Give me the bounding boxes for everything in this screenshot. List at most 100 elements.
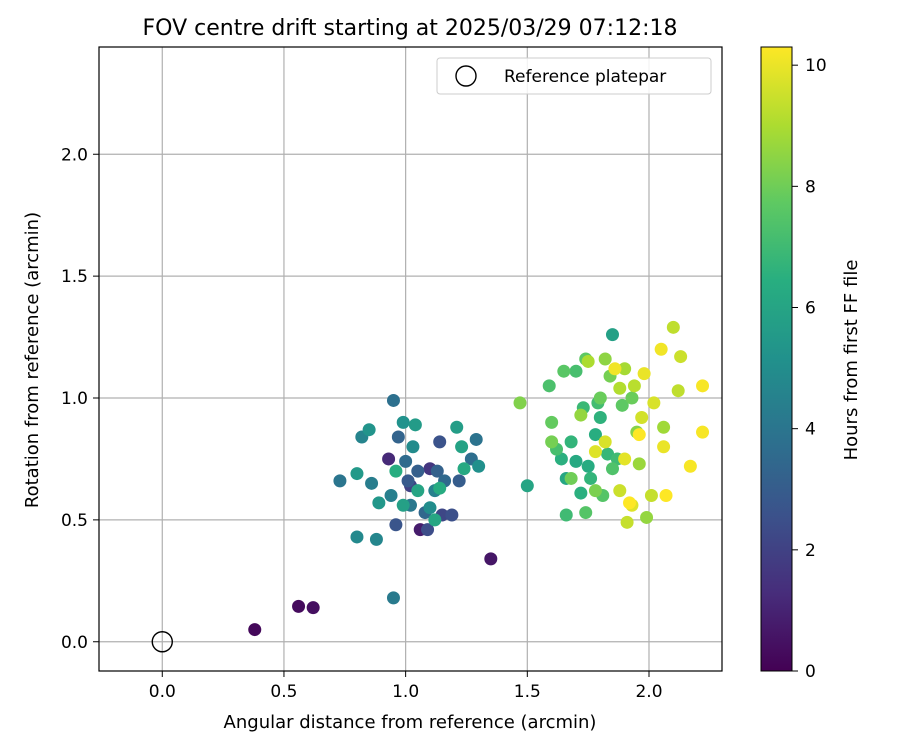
data-point [588,428,602,442]
x-tick-label: 1.5 [514,682,541,702]
data-point [613,381,627,395]
legend: Reference platepar [436,57,712,95]
data-point [657,440,671,454]
data-point [248,623,262,637]
x-axis-label: Angular distance from reference (arcmin) [224,712,597,733]
data-point [605,462,619,476]
y-tick-label: 0.0 [61,633,88,653]
data-point [350,530,364,544]
x-axis-ticks: 0.0 0.5 1.0 1.5 2.0 [149,671,663,702]
colorbar-tick-label: 0 [805,662,816,682]
y-axis-ticks: 0.0 0.5 1.0 1.5 2.0 [61,145,99,653]
data-point [574,408,588,422]
data-point [306,601,320,615]
data-point [623,496,637,510]
data-point [396,415,410,429]
data-point [593,411,607,424]
data-point [605,328,619,342]
data-point [632,457,646,471]
data-point [654,342,668,356]
data-point [292,599,306,613]
data-point [333,474,347,488]
data-point [657,420,671,434]
x-tick-label: 2.0 [635,682,662,702]
colorbar-tick-label: 10 [805,56,827,76]
data-point [365,476,379,490]
data-point [627,379,641,393]
data-point [635,411,649,424]
data-point [647,396,661,410]
data-point [369,532,383,546]
data-point [484,552,498,566]
data-point [386,393,400,407]
data-point [391,430,405,444]
data-point [632,428,646,442]
data-point [469,432,483,446]
data-point [671,384,685,398]
data-point [564,471,578,485]
data-point [581,354,595,368]
data-point [598,352,612,366]
y-tick-label: 1.5 [61,267,88,287]
data-point [593,391,607,405]
data-point [372,496,386,510]
data-point [554,452,568,466]
data-point [455,440,469,454]
data-point [433,481,447,495]
data-point [384,489,398,502]
plot-area [99,47,722,671]
data-point [396,498,410,512]
colorbar-gradient [760,46,793,672]
plot-frame [98,46,723,672]
data-point [615,398,629,412]
data-point [637,367,651,381]
data-point [696,379,710,393]
data-point [445,508,459,522]
data-point [674,350,688,364]
colorbar-ticks: 0 2 4 6 8 10 [792,56,827,682]
data-point [430,464,444,478]
data-point [408,418,422,432]
data-point [433,435,447,449]
legend-marker-icon [455,65,477,87]
data-point [588,445,602,459]
data-point [613,484,627,498]
data-point [389,518,403,532]
y-axis-label: Rotation from reference (arcmin) [22,212,43,508]
data-point [564,435,578,449]
colorbar-tick-label: 8 [805,177,816,197]
colorbar-tick-label: 4 [805,420,816,440]
data-point [542,379,556,393]
data-point [428,513,442,527]
data-point [618,452,632,466]
data-point [411,464,425,478]
data-point [557,364,571,378]
data-point [362,423,376,437]
y-tick-label: 0.5 [61,511,88,531]
data-point [666,320,680,334]
data-point [569,364,583,378]
colorbar-label: Hours from first FF file [841,260,862,461]
data-point [588,484,602,498]
reference-point-marker [151,631,173,653]
data-point [382,452,396,466]
data-point [683,459,697,473]
data-point [574,486,588,500]
grid-lines [99,47,722,671]
data-point [620,515,634,529]
data-point [401,474,415,488]
data-point [399,454,413,468]
data-point [696,425,710,439]
data-point [625,391,639,405]
data-point [411,484,425,498]
data-point [618,362,632,376]
legend-box [436,57,712,95]
colorbar: 0 2 4 6 8 10 Hours from first FF file [760,46,862,682]
chart-title: FOV centre drift starting at 2025/03/29 … [143,16,678,41]
data-point [450,420,464,434]
x-tick-label: 0.0 [149,682,176,702]
data-point [452,474,466,488]
data-point [350,467,364,481]
data-point [545,435,559,449]
